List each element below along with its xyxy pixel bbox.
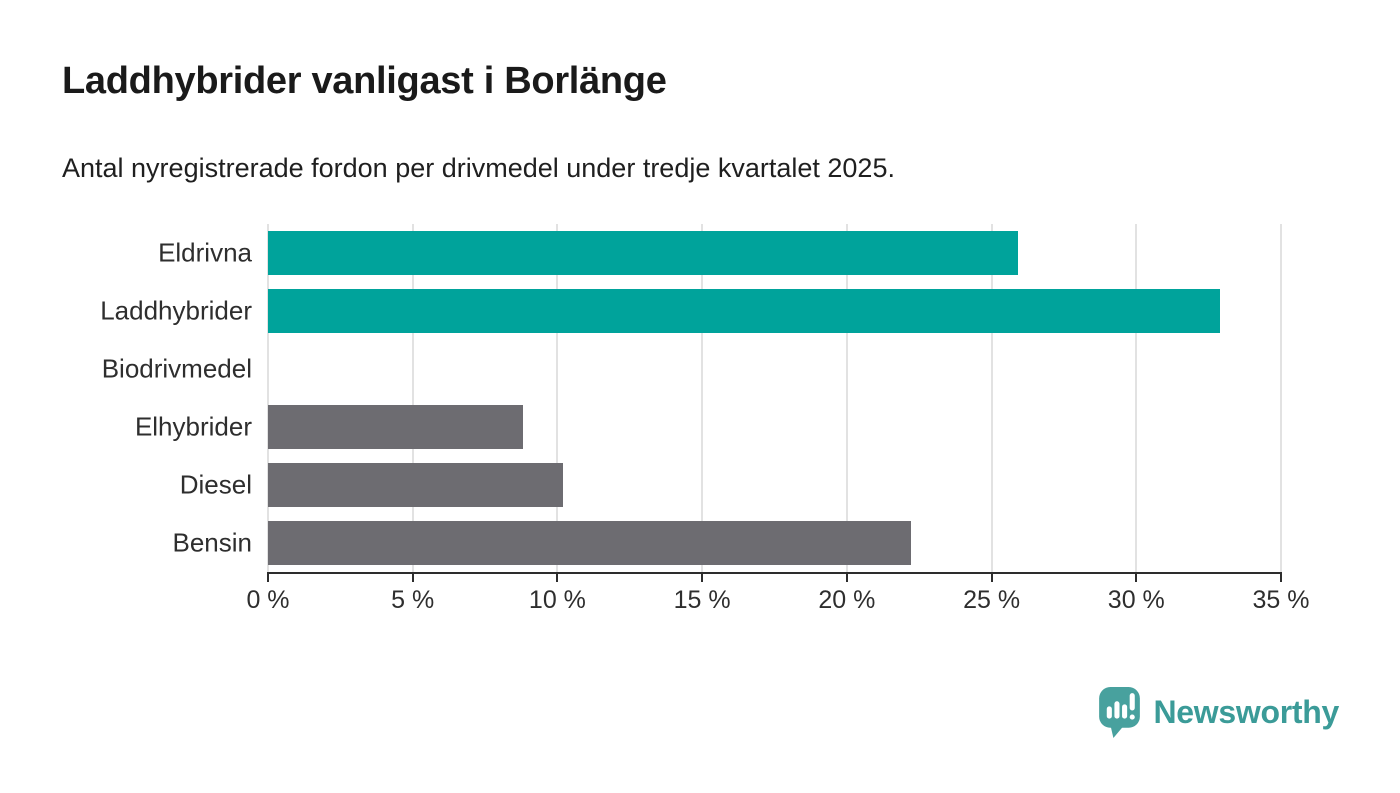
chart-title: Laddhybrider vanligast i Borlänge (62, 60, 667, 102)
x-tick-label-20: 20 % (818, 586, 876, 614)
x-tick-mark-10 (556, 572, 559, 582)
category-label-bensin: Bensin (172, 527, 253, 558)
category-label-diesel: Diesel (179, 469, 252, 500)
plot-area: 0 % 5 % 10 % 15 % 20 % 25 % 30 % 35 % (246, 224, 1309, 614)
newsworthy-logo-icon (1098, 687, 1140, 738)
x-axis-line (268, 572, 1282, 574)
x-tick-mark-30 (1135, 572, 1138, 582)
x-tick-mark-0 (267, 572, 269, 582)
gridline-35 (1280, 224, 1282, 572)
x-tick-label-10: 10 % (528, 586, 586, 614)
x-tick-label-5: 5 % (391, 586, 435, 614)
bar-bensin (268, 521, 911, 565)
category-label-laddhybrider: Laddhybrider (100, 295, 252, 326)
x-tick-mark-35 (1280, 572, 1282, 582)
gridline-25 (990, 224, 993, 572)
bar-eldrivna (268, 231, 1018, 275)
gridline-5 (411, 224, 414, 572)
bar-diesel (268, 463, 564, 507)
gridline-15 (701, 224, 704, 572)
x-tick-mark-25 (990, 572, 993, 582)
branding: Newsworthy (1096, 685, 1340, 740)
x-tick-label-35: 35 % (1252, 586, 1310, 614)
x-tick-mark-5 (411, 572, 414, 582)
newsworthy-logo-text: Newsworthy (1153, 694, 1340, 730)
x-tick-label-15: 15 % (673, 586, 731, 614)
category-label-elhybrider: Elhybrider (134, 411, 252, 442)
gridline-0 (267, 224, 269, 572)
bar-elhybrider (268, 405, 523, 449)
x-tick-mark-15 (701, 572, 704, 582)
bar-laddhybrider (268, 289, 1221, 333)
gridline-30 (1135, 224, 1138, 572)
x-tick-mark-20 (845, 572, 848, 582)
category-label-biodrivmedel: Biodrivmedel (101, 353, 252, 384)
x-tick-label-30: 30 % (1107, 586, 1165, 614)
x-tick-label-25: 25 % (963, 586, 1021, 614)
x-tick-label-0: 0 % (246, 586, 290, 614)
gridline-10 (556, 224, 559, 572)
gridline-20 (845, 224, 848, 572)
chart-subtitle: Antal nyregistrerade fordon per drivmede… (62, 153, 895, 183)
category-label-eldrivna: Eldrivna (158, 237, 252, 268)
category-axis: Eldrivna Laddhybrider Biodrivmedel Elhybrid… (0, 224, 252, 572)
